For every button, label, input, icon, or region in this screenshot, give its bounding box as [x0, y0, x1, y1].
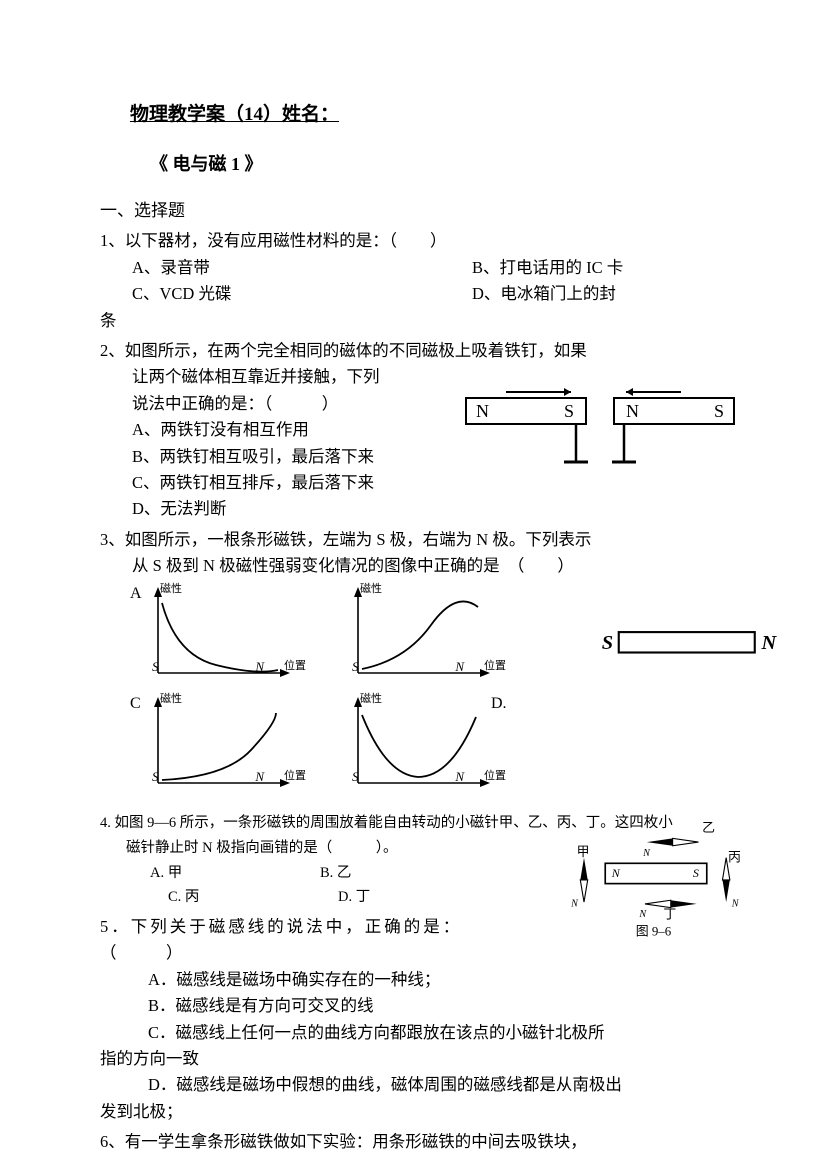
q3-d-s: S	[352, 767, 359, 788]
q3-graph-c: C 磁性 S N 位置	[146, 695, 306, 795]
question-5: 5．下列关于磁感线的说法中，正确的是： （ ） A．磁感线是磁场中确实存在的一种…	[100, 914, 736, 1125]
q1-tail: 条	[100, 308, 736, 334]
q1-opt-b: B、打电话用的 IC 卡	[472, 255, 736, 281]
q3-line1: 3、如图所示，一根条形磁铁，左端为 S 极，右端为 N 极。下列表示	[100, 527, 736, 553]
q4-opt-c: C. 丙	[168, 885, 338, 910]
q2-right-N: N	[626, 401, 639, 421]
q4-bing-N: N	[731, 899, 740, 910]
q4-bing: 丙	[728, 850, 741, 865]
q5-opt-d2: 发到北极；	[100, 1099, 736, 1125]
question-2: 2、如图所示，在两个完全相同的磁体的不同磁极上吸着铁钉，如果 让两个磁体相互靠近…	[100, 338, 736, 523]
q3-d-xlabel: 位置	[484, 768, 506, 786]
q5-stem2: （ ）	[100, 940, 736, 966]
q3-a-xlabel: 位置	[284, 658, 306, 676]
q4-opt-d: D. 丁	[338, 885, 508, 910]
q1-opt-d: D、电冰箱门上的封	[472, 281, 736, 307]
q3-b-xlabel: 位置	[484, 658, 506, 676]
q6-line1: 6、有一学生拿条形磁铁做如下实验：用条形磁铁的中间去吸铁块，	[100, 1129, 736, 1155]
q2-left-S: S	[564, 401, 574, 421]
q5-opt-d1: D．磁感线是磁场中假想的曲线，磁体周围的磁感线都是从南极出	[148, 1072, 736, 1098]
q3-c-s: S	[152, 767, 159, 788]
q1-stem: 1、以下器材，没有应用磁性材料的是：（ ）	[100, 228, 736, 254]
q4-jia-N: N	[570, 899, 579, 910]
q3-d-n: N	[455, 767, 464, 788]
q3-graph-b: 磁性 S N 位置	[346, 585, 506, 685]
q2-opt-c: C、两铁钉相互排斥，最后落下来	[132, 470, 736, 496]
q3-sn-N: N	[761, 633, 778, 655]
q3-a-n: N	[255, 657, 264, 678]
q1-opt-a: A、录音带	[132, 255, 472, 281]
question-1: 1、以下器材，没有应用磁性材料的是：（ ） A、录音带 B、打电话用的 IC 卡…	[100, 228, 736, 334]
q3-b-n: N	[455, 657, 464, 678]
q3-b-s: S	[352, 657, 359, 678]
q3-label-a: A	[130, 581, 142, 607]
q3-b-ylabel: 磁性	[360, 581, 382, 599]
section-1-heading: 一、选择题	[100, 197, 736, 224]
q5-opt-a: A．磁感线是磁场中确实存在的一种线；	[148, 967, 736, 993]
q4-yi-N: N	[642, 848, 651, 859]
q3-graph-a: A 磁性 S N 位置	[146, 585, 306, 685]
q3-a-s: S	[152, 657, 159, 678]
q5-opt-b: B．磁感线是有方向可交叉的线	[148, 993, 736, 1019]
q2-opt-d: D、无法判断	[132, 496, 736, 522]
q5-opt-c1: C．磁感线上任何一点的曲线方向都跟放在该点的小磁针北极所	[148, 1020, 736, 1046]
q3-line2: 从 S 极到 N 极磁性强弱变化情况的图像中正确的是 （ ）	[132, 553, 736, 579]
q3-sn-bar: S N	[586, 627, 796, 661]
q2-figure: N S N S	[456, 382, 746, 472]
q3-label-d: D.	[491, 691, 507, 717]
q4-bar-N: N	[611, 867, 621, 881]
worksheet-subtitle: 《 电与磁 1 》	[150, 150, 736, 179]
q4-jia: 甲	[577, 844, 590, 859]
q2-left-N: N	[476, 401, 489, 421]
q1-opt-c: C、VCD 光碟	[132, 281, 472, 307]
q3-graph-d: D. 磁性 S N 位置	[346, 695, 506, 795]
question-6: 6、有一学生拿条形磁铁做如下实验：用条形磁铁的中间去吸铁块，	[100, 1129, 736, 1155]
worksheet-title: 物理教学案（14）姓名：	[130, 100, 736, 130]
q4-yi: 乙	[702, 820, 715, 835]
q3-a-ylabel: 磁性	[160, 581, 182, 599]
q4-opt-a: A. 甲	[150, 861, 320, 886]
q3-c-ylabel: 磁性	[160, 691, 182, 709]
q3-label-c: C	[130, 691, 141, 717]
q2-right-S: S	[714, 401, 724, 421]
q3-c-xlabel: 位置	[284, 768, 306, 786]
q3-c-n: N	[255, 767, 264, 788]
q5-opt-c2: 指的方向一致	[100, 1046, 736, 1072]
q2-line1: 2、如图所示，在两个完全相同的磁体的不同磁极上吸着铁钉，如果	[100, 338, 736, 364]
question-4: 4. 如图 9—6 所示，一条形磁铁的周围放着能自由转动的小磁针甲、乙、丙、丁。…	[100, 811, 736, 910]
question-3: 3、如图所示，一根条形磁铁，左端为 S 极，右端为 N 极。下列表示 从 S 极…	[100, 527, 736, 806]
q3-graphs: A 磁性 S N 位置 磁性 S N	[126, 585, 766, 805]
q3-d-ylabel: 磁性	[360, 691, 382, 709]
q3-sn-S: S	[602, 633, 613, 655]
q4-bar-S: S	[693, 867, 699, 881]
q5-stem1: 5．下列关于磁感线的说法中，正确的是：	[100, 914, 736, 940]
q4-opt-b: B. 乙	[320, 861, 490, 886]
